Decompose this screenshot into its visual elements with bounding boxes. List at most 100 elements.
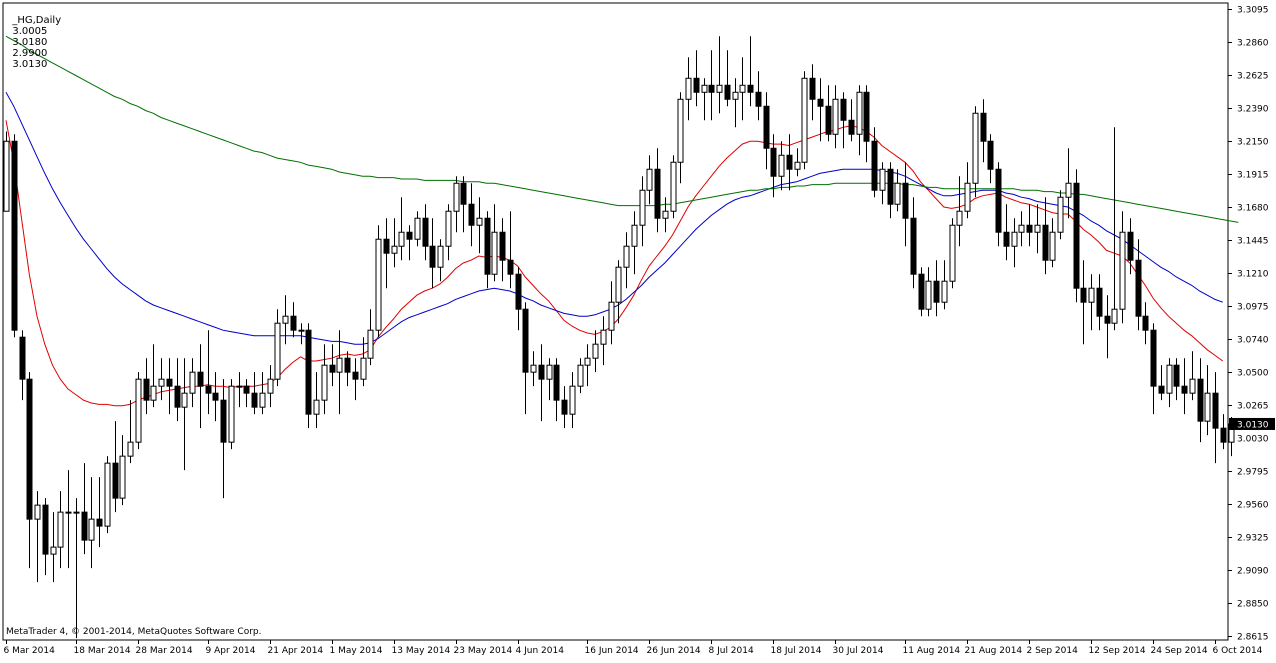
candle-body [941,280,948,303]
candle-body [453,182,460,212]
candle-body [228,385,235,443]
candle-body [902,182,909,219]
candle-body [112,462,119,499]
candle-body [956,210,963,226]
x-tick-label: 28 Mar 2014 [136,646,193,656]
candle-body [623,245,630,268]
candle-body [515,273,522,310]
candle-body [825,105,832,135]
candle-body [546,364,553,380]
y-tick-label: 3.3095 [1237,6,1269,16]
candle-body [344,357,351,373]
candle-body [460,182,467,205]
candle-body [119,455,126,499]
candle-body [42,504,49,555]
candle-body [925,280,932,310]
candle-body [522,308,529,373]
candle-body [639,189,646,226]
candle-body [298,329,305,332]
candle-body [794,161,801,170]
y-tick-label: 3.2625 [1237,72,1269,82]
y-tick-label: 2.8850 [1237,600,1269,610]
candle-body [879,168,886,191]
candle-body [11,140,18,331]
candle-body [181,392,188,408]
candle-body [19,336,26,380]
candle-body [569,385,576,415]
chart-header: _HG,Daily 3.0005 3.0180 2.9900 3.0130 [6,4,65,70]
y-tick-label: 2.9795 [1237,468,1269,478]
candle-body [367,329,374,359]
candle-body [65,511,72,514]
y-tick-label: 2.8615 [1237,633,1269,643]
x-tick-label: 4 Jun 2014 [516,646,565,656]
candle-body [414,217,421,240]
candle-body [1096,287,1103,317]
candle-body [910,217,917,275]
candle-body [1158,385,1165,394]
candle-body [1173,364,1180,387]
candle-body [716,84,723,93]
candle-body [1197,378,1204,422]
y-tick-label: 3.0030 [1237,435,1269,445]
candle-body [96,518,103,527]
x-tick-label: 24 Sep 2014 [1151,646,1208,656]
candle-body [290,315,297,331]
last-price-label: 3.0130 [1237,420,1269,430]
high-value: 3.0180 [12,37,48,48]
candle-body [1220,427,1227,443]
candle-body [491,231,498,275]
y-tick-label: 2.9325 [1237,534,1269,544]
candle-body [1142,315,1149,331]
candle-body [584,357,591,366]
candle-body [732,91,739,100]
candle-body [747,84,754,93]
x-tick-label: 30 Jul 2014 [833,646,884,656]
candle-body [809,77,816,100]
candle-body [88,518,95,541]
candle-body [631,224,638,247]
candle-body [329,364,336,373]
candle-body [918,273,925,310]
candle-body [507,259,514,275]
candle-body [305,329,312,415]
candle-body [1080,287,1087,303]
candle-body [987,140,994,170]
candle-body [840,98,847,121]
y-tick-label: 3.0500 [1237,369,1269,379]
candle-body [724,84,731,100]
candle-body [615,266,622,303]
candle-body [654,168,661,219]
candle-body [391,245,398,254]
y-tick-label: 3.2150 [1237,138,1269,148]
candle-body [1212,392,1219,429]
candle-body [189,371,196,394]
candle-body [274,322,281,380]
candle-body [143,378,150,401]
candle-body [212,392,219,401]
x-tick-label: 21 Apr 2014 [268,646,324,656]
x-tick-label: 16 Jun 2014 [585,646,639,656]
candle-body [57,511,64,548]
candle-body [786,154,793,170]
candle-body [398,231,405,247]
x-tick-label: 9 Apr 2014 [206,646,256,656]
candle-body [995,168,1002,233]
candle-body [600,329,607,345]
candle-body [251,392,258,408]
candle-body [972,112,979,184]
x-tick-label: 11 Aug 2014 [903,646,961,656]
candle-body [1135,259,1142,317]
candle-body [770,147,777,177]
candle-body [646,168,653,191]
y-tick-label: 3.0265 [1237,402,1269,412]
open-value: 3.0005 [12,26,48,37]
candle-body [887,168,894,205]
symbol-label: _HG,Daily [12,15,62,26]
candle-body [236,385,243,388]
candle-body [1088,287,1095,303]
candle-body [174,385,181,408]
